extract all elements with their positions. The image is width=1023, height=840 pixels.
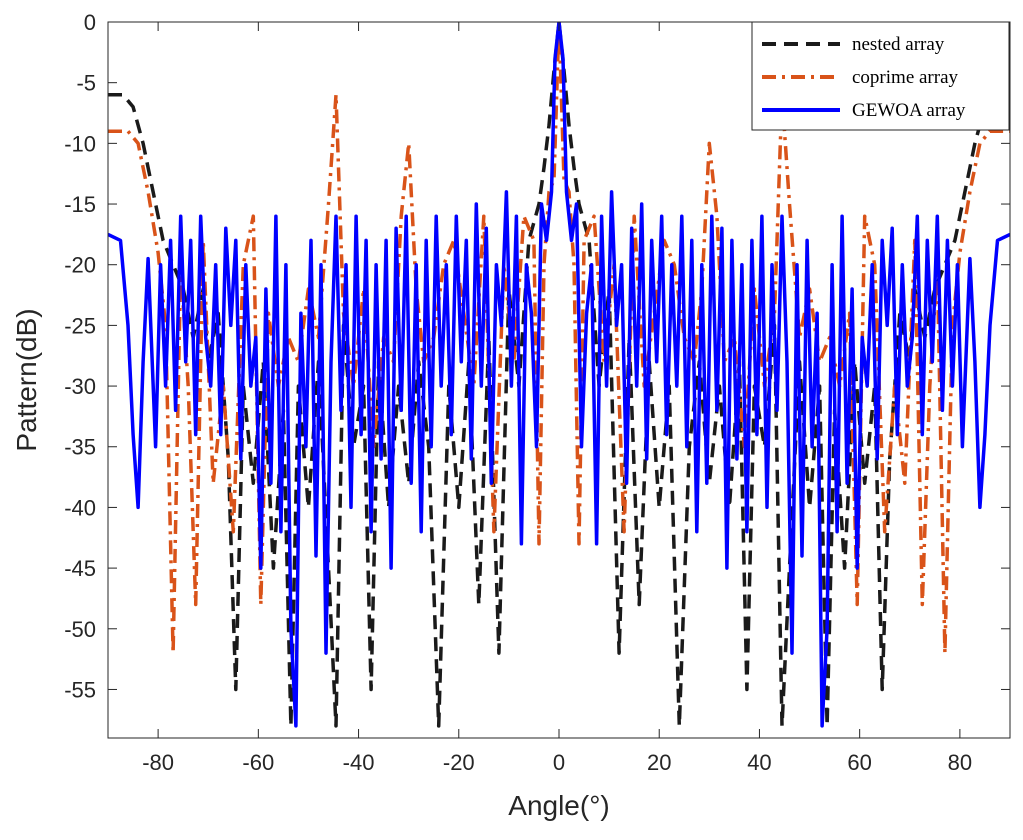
plot-area [108,22,1010,728]
y-axis-label: Pattern(dB) [11,308,42,451]
legend-label-coprime: coprime array [852,67,959,88]
series-line-1 [108,22,1010,655]
x-tick-label: 80 [948,750,972,775]
y-tick-label: -25 [64,313,96,338]
y-tick-label: -15 [64,192,96,217]
x-tick-label: 40 [747,750,771,775]
x-tick-label: 60 [847,750,871,775]
x-tick-label: -60 [242,750,274,775]
x-tick-label: -40 [343,750,375,775]
y-tick-label: -10 [64,131,96,156]
y-tick-label: -40 [64,495,96,520]
legend-label-nested: nested array [852,34,945,55]
series-line-2 [108,22,1010,728]
series-gewoa-array [108,22,1010,728]
legend-label-gewoa: GEWOA array [852,100,966,121]
x-axis-label: Angle(°) [508,790,609,821]
y-tick-label: -45 [64,556,96,581]
y-tick-label: 0 [84,10,96,35]
legend: nested array coprime array GEWOA array [751,21,1010,131]
y-tick-label: -55 [64,677,96,702]
y-tick-label: -50 [64,617,96,642]
y-tick-label: -5 [76,71,96,96]
y-tick-label: -35 [64,435,96,460]
axis-ticks: -80 -60 -40 -20 0 20 40 60 80 0 -5 -10 -15 -20 -25 -30 -… [64,10,1010,775]
x-tick-label: 20 [647,750,671,775]
x-tick-label: -20 [443,750,475,775]
x-tick-label: 0 [553,750,565,775]
y-tick-label: -20 [64,253,96,278]
series-coprime-array [108,22,1010,655]
y-tick-label: -30 [64,374,96,399]
x-tick-label: -80 [142,750,174,775]
